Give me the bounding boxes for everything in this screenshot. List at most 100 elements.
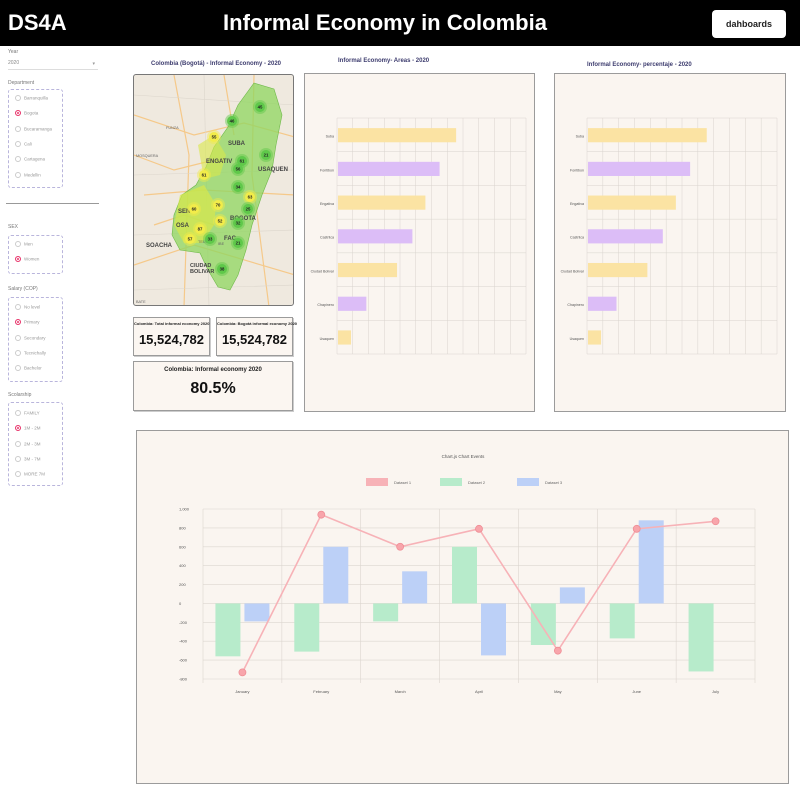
department-option[interactable]: Barranquilla bbox=[15, 95, 48, 101]
cluster-dot[interactable] bbox=[205, 234, 215, 244]
bar[interactable] bbox=[338, 161, 440, 176]
bar-dataset-2[interactable] bbox=[215, 603, 241, 657]
dashboards-button[interactable]: dahboards bbox=[712, 10, 786, 38]
bar-dataset-3[interactable] bbox=[402, 571, 428, 604]
cluster-dot[interactable] bbox=[245, 192, 255, 202]
salary-radio[interactable] bbox=[15, 319, 21, 326]
legend-label[interactable]: Dataset 3 bbox=[545, 480, 563, 485]
locality-region[interactable] bbox=[174, 185, 216, 243]
scolarship-radio[interactable] bbox=[15, 440, 21, 447]
bar[interactable] bbox=[338, 262, 398, 278]
department-option[interactable]: Cartagena bbox=[15, 156, 45, 163]
department-radio[interactable] bbox=[15, 95, 21, 101]
department-radio[interactable] bbox=[15, 110, 21, 117]
department-radio[interactable] bbox=[15, 140, 21, 147]
legend-label[interactable]: Dataset 1 bbox=[394, 480, 412, 485]
cluster-marker[interactable]: 21 bbox=[231, 236, 245, 250]
cluster-marker[interactable]: 56 bbox=[231, 162, 245, 176]
cluster-marker[interactable]: 34 bbox=[231, 180, 245, 194]
cluster-marker[interactable]: 61 bbox=[235, 154, 249, 168]
sex-option[interactable]: Men bbox=[15, 241, 33, 247]
sex-radio[interactable] bbox=[15, 256, 21, 262]
cluster-dot[interactable] bbox=[195, 224, 205, 234]
bar[interactable] bbox=[588, 330, 602, 345]
cluster-marker[interactable]: 61 bbox=[197, 168, 211, 182]
scolarship-option[interactable]: 2M - 3M bbox=[15, 440, 41, 447]
cluster-marker[interactable]: 46 bbox=[225, 114, 239, 128]
department-radio[interactable] bbox=[15, 125, 21, 132]
bar-dataset-2[interactable] bbox=[688, 603, 714, 672]
bar-dataset-3[interactable] bbox=[559, 587, 585, 604]
cluster-dot[interactable] bbox=[255, 102, 265, 112]
cluster-dot[interactable] bbox=[189, 204, 199, 214]
cluster-dot[interactable] bbox=[233, 164, 243, 174]
cluster-dot[interactable] bbox=[213, 200, 223, 210]
cluster-marker[interactable]: 25 bbox=[241, 202, 255, 216]
bar[interactable] bbox=[338, 195, 426, 210]
bar[interactable] bbox=[338, 296, 367, 311]
legend-swatch[interactable] bbox=[517, 478, 539, 486]
point-dataset-1[interactable] bbox=[317, 510, 326, 519]
bar-dataset-3[interactable] bbox=[244, 603, 270, 622]
bar[interactable] bbox=[588, 161, 691, 176]
locality-region[interactable] bbox=[198, 135, 226, 179]
cluster-dot[interactable] bbox=[243, 204, 253, 214]
bar[interactable] bbox=[338, 330, 351, 345]
bogota-map[interactable]: SUBA ENGATIV USAQUEN BOGOTA SOACHA CIUDADBOLI… bbox=[133, 74, 294, 306]
cluster-marker[interactable]: 21 bbox=[259, 148, 273, 162]
cluster-marker[interactable]: 60 bbox=[187, 202, 201, 216]
bar[interactable] bbox=[588, 229, 663, 244]
department-option[interactable]: Medellin bbox=[15, 171, 41, 178]
bar-dataset-2[interactable] bbox=[294, 603, 320, 652]
bar-dataset-2[interactable] bbox=[530, 603, 556, 645]
bar-dataset-3[interactable] bbox=[323, 546, 349, 604]
legend-label[interactable]: Dataset 2 bbox=[468, 480, 486, 485]
cluster-marker[interactable]: 63 bbox=[243, 190, 257, 204]
cluster-marker[interactable]: 45 bbox=[253, 100, 267, 114]
scolarship-radio[interactable] bbox=[15, 425, 21, 432]
cluster-dot[interactable] bbox=[233, 182, 243, 192]
department-option[interactable]: Cali bbox=[15, 140, 32, 147]
point-dataset-1[interactable] bbox=[711, 517, 720, 526]
salary-option[interactable]: Secondary bbox=[15, 334, 46, 341]
salary-option[interactable]: Bachelor bbox=[15, 365, 42, 372]
salary-option[interactable]: Tecnichally bbox=[15, 349, 46, 356]
bar-dataset-3[interactable] bbox=[481, 603, 506, 656]
scolarship-radio[interactable] bbox=[15, 410, 21, 416]
legend-swatch[interactable] bbox=[366, 478, 388, 486]
point-dataset-1[interactable] bbox=[238, 668, 247, 677]
cluster-dot[interactable] bbox=[185, 234, 195, 244]
cluster-dot[interactable] bbox=[217, 264, 227, 274]
bar-dataset-2[interactable] bbox=[609, 603, 635, 639]
scolarship-radio[interactable] bbox=[15, 471, 21, 478]
cluster-dot[interactable] bbox=[209, 132, 219, 142]
cluster-marker[interactable]: 52 bbox=[213, 214, 227, 228]
department-option[interactable]: Bucaramanga bbox=[15, 125, 52, 132]
bar-dataset-2[interactable] bbox=[373, 603, 399, 622]
sex-option[interactable]: Women bbox=[15, 256, 39, 262]
salary-option[interactable]: Primary bbox=[15, 319, 40, 326]
scolarship-radio[interactable] bbox=[15, 455, 21, 462]
bar-dataset-3[interactable] bbox=[638, 520, 664, 604]
department-radio[interactable] bbox=[15, 156, 21, 163]
bar[interactable] bbox=[588, 262, 648, 278]
sex-radio[interactable] bbox=[15, 241, 21, 247]
cluster-marker[interactable]: 57 bbox=[183, 232, 197, 246]
legend-swatch[interactable] bbox=[440, 478, 462, 486]
cluster-marker[interactable]: 87 bbox=[193, 222, 207, 236]
map-canvas[interactable]: SUBA ENGATIV USAQUEN BOGOTA SOACHA CIUDADBOLI… bbox=[134, 75, 294, 306]
cluster-marker[interactable]: 55 bbox=[207, 130, 221, 144]
cluster-dot[interactable] bbox=[227, 116, 237, 126]
salary-radio[interactable] bbox=[15, 365, 21, 372]
cluster-dot[interactable] bbox=[237, 156, 247, 166]
scolarship-option[interactable]: 1M - 2M bbox=[15, 425, 41, 432]
point-dataset-1[interactable] bbox=[396, 542, 405, 551]
year-select[interactable]: 2020 ▾ bbox=[8, 60, 98, 70]
cluster-marker[interactable]: 33 bbox=[203, 232, 217, 246]
salary-radio[interactable] bbox=[15, 304, 21, 310]
cluster-dot[interactable] bbox=[261, 150, 271, 160]
bar-dataset-2[interactable] bbox=[452, 546, 477, 604]
bar[interactable] bbox=[588, 128, 707, 143]
scolarship-option[interactable]: MORE 7M bbox=[15, 471, 45, 478]
bar[interactable] bbox=[588, 296, 617, 311]
